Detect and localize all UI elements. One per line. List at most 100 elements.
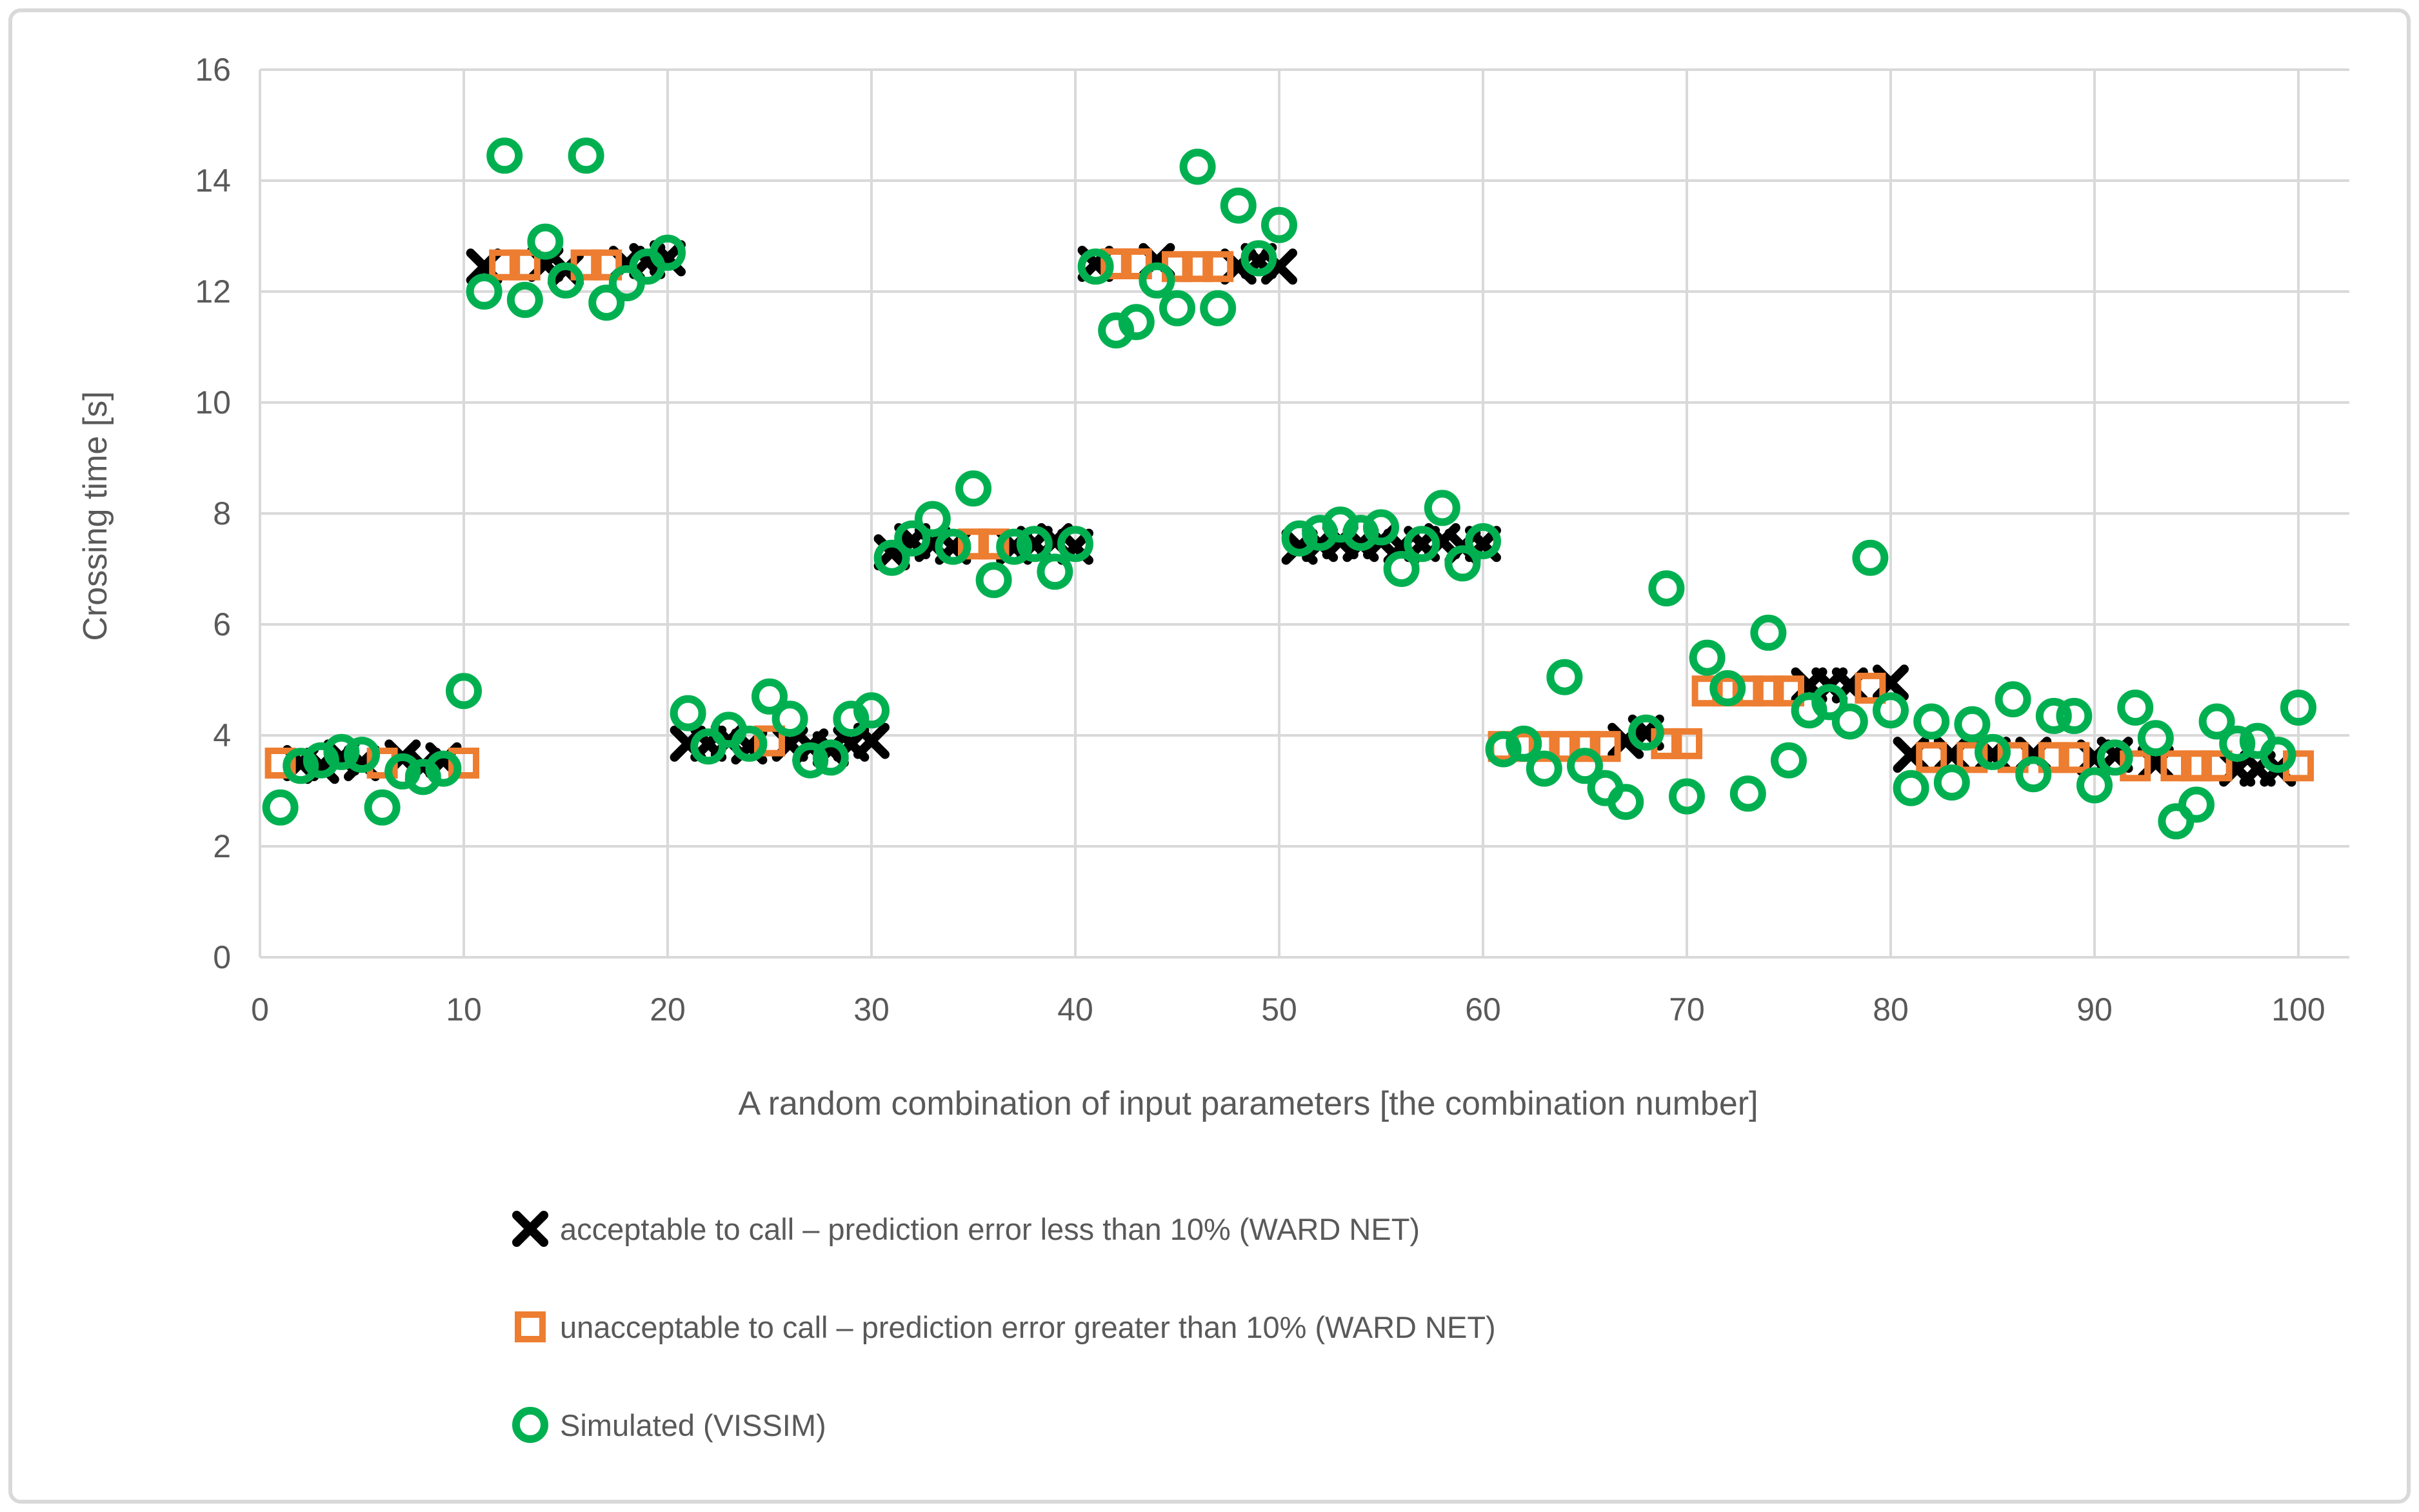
circle-marker-icon <box>1873 692 1909 729</box>
circle-marker-icon <box>1567 748 1603 784</box>
legend-marker-square-icon <box>515 1311 546 1342</box>
y-tick-label: 2 <box>213 828 231 864</box>
square-marker-icon <box>1691 675 1723 707</box>
circle-marker-icon <box>1933 764 1970 801</box>
square-marker-icon <box>1997 742 2029 773</box>
square-marker-icon <box>1528 731 1560 762</box>
circle-marker-icon <box>752 678 788 715</box>
circle-marker-icon <box>1240 240 1277 277</box>
x-tick-label: 80 <box>1873 991 1909 1028</box>
circle-marker-icon <box>1444 545 1481 582</box>
square-marker-icon <box>958 528 989 560</box>
x-tick-label: 100 <box>2271 991 2325 1028</box>
circle-marker-icon <box>446 673 482 710</box>
circle-marker-icon <box>384 753 421 790</box>
square-marker-icon <box>1182 251 1213 283</box>
circle-marker-icon <box>1200 290 1237 326</box>
circle-marker-icon <box>527 223 564 260</box>
circle-marker-icon <box>1342 515 1379 552</box>
circle-marker-icon <box>262 789 299 826</box>
square-marker-icon <box>1732 675 1764 707</box>
circle-marker-icon <box>1179 148 1216 185</box>
square-marker-icon <box>515 1311 546 1342</box>
circle-marker-icon <box>812 739 849 776</box>
x-tick-label: 40 <box>1057 991 1093 1028</box>
y-tick-label: 14 <box>195 163 231 199</box>
x-tick-label: 10 <box>446 991 482 1028</box>
circle-marker-icon <box>2260 737 2296 773</box>
circle-marker-icon <box>1729 775 1766 812</box>
figure-border <box>8 8 2411 1504</box>
circle-marker-icon <box>1954 706 1991 742</box>
circle-marker-icon <box>1669 778 1705 815</box>
square-marker-icon <box>1753 675 1784 707</box>
circle-marker-icon <box>1159 290 1195 326</box>
circle-marker-icon <box>1995 681 2031 718</box>
circle-marker-icon <box>2056 697 2093 734</box>
circle-marker-icon <box>894 520 931 557</box>
square-marker-icon <box>1671 728 1702 759</box>
circle-marker-icon <box>1057 526 1093 562</box>
square-marker-icon <box>1120 248 1152 279</box>
y-tick-label: 16 <box>195 52 231 88</box>
circle-marker-icon <box>1118 304 1155 341</box>
y-tick-label: 0 <box>213 939 231 975</box>
circle-marker-icon <box>1261 206 1297 243</box>
square-marker-icon <box>1916 742 1947 773</box>
y-tick-label: 6 <box>213 606 231 642</box>
x-axis-tick-labels: 0 10 20 30 40 50 60 70 80 90 100 <box>251 991 2325 1028</box>
circle-marker-icon <box>650 234 686 271</box>
y-axis-title: Crossing time [s] <box>77 391 114 641</box>
circle-marker-icon <box>1771 742 1807 779</box>
circle-marker-icon <box>1546 659 1583 695</box>
circle-marker-icon <box>2076 767 2113 804</box>
y-tick-label: 8 <box>213 495 231 532</box>
x-tick-label: 50 <box>1261 991 1297 1028</box>
circle-marker-icon <box>1281 520 1318 557</box>
x-tick-label: 20 <box>650 991 686 1028</box>
circle-marker-icon <box>2137 720 2174 757</box>
circle-marker-icon <box>1077 248 1114 285</box>
circle-marker-icon <box>1016 526 1053 562</box>
legend-marker-circle-icon <box>512 1407 548 1443</box>
square-marker-icon <box>509 249 541 281</box>
legend-label-unacceptable: unacceptable to call – prediction error … <box>560 1310 1496 1344</box>
circle-marker-icon <box>466 274 503 310</box>
square-marker-icon <box>1773 675 1804 707</box>
circle-marker-icon <box>323 733 360 770</box>
circle-marker-icon <box>2280 690 2316 726</box>
circle-marker-icon <box>975 562 1012 599</box>
square-marker-icon <box>1100 248 1132 279</box>
circle-marker-icon <box>364 789 401 826</box>
square-marker-icon <box>264 748 296 779</box>
circle-marker-icon <box>1750 614 1787 651</box>
circle-marker-icon <box>1913 703 1950 740</box>
circle-marker-icon <box>2035 697 2072 734</box>
circle-marker-icon <box>2198 703 2235 740</box>
square-marker-icon <box>1589 731 1621 762</box>
circle-marker-icon <box>955 470 991 507</box>
circle-marker-icon <box>1506 725 1542 762</box>
circle-marker-icon <box>1220 187 1257 224</box>
x-tick-label: 30 <box>853 991 890 1028</box>
circle-marker-icon <box>1831 703 1868 740</box>
circle-marker-icon <box>512 1407 548 1443</box>
circle-marker-icon <box>1852 539 1889 576</box>
square-marker-icon <box>754 725 785 757</box>
series-simulated-vissim <box>262 137 2316 840</box>
circle-marker-icon <box>1363 509 1399 546</box>
square-marker-icon <box>1202 251 1234 283</box>
x-tick-label: 60 <box>1465 991 1501 1028</box>
circle-marker-icon <box>873 539 910 576</box>
circle-marker-icon <box>1526 750 1562 787</box>
circle-marker-icon <box>588 284 625 321</box>
circle-marker-icon <box>1648 570 1685 607</box>
square-marker-icon <box>2160 750 2192 782</box>
circle-marker-icon <box>425 750 462 787</box>
square-marker-icon <box>2181 750 2212 782</box>
circle-marker-icon <box>1628 714 1664 751</box>
circle-marker-icon <box>1383 551 1420 587</box>
x-tick-label: 90 <box>2076 991 2113 1028</box>
circle-marker-icon <box>2096 739 2133 776</box>
circle-marker-icon <box>1689 639 1726 676</box>
